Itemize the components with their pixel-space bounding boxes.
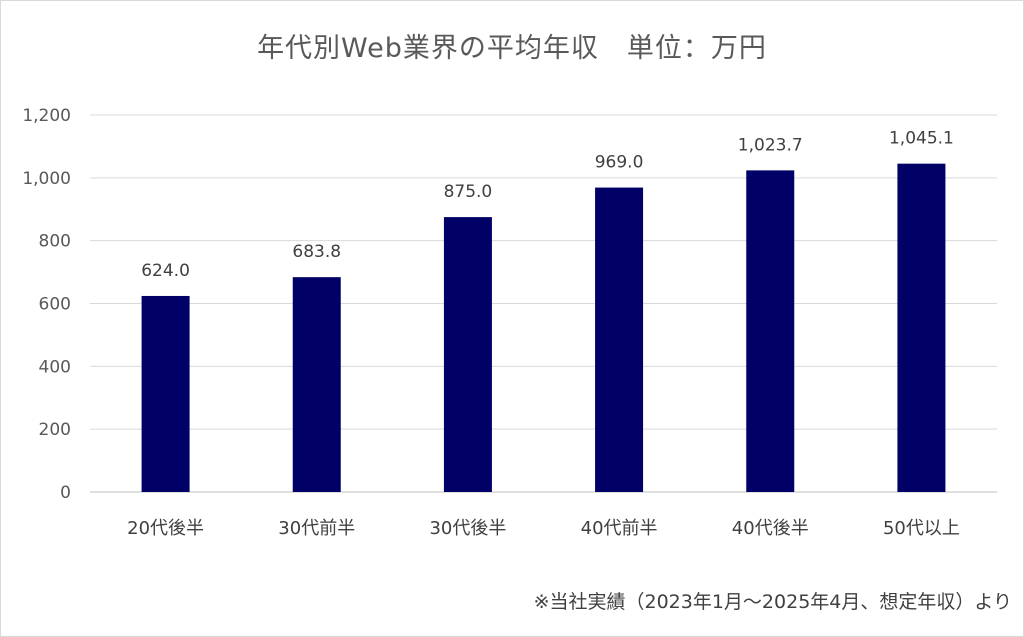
x-tick-label: 30代前半: [278, 518, 355, 539]
bar: [292, 277, 341, 492]
bar: [897, 163, 946, 492]
data-label: 1,023.7: [738, 135, 803, 155]
y-tick-label: 600: [39, 295, 71, 315]
x-tick-label: 40代後半: [732, 518, 809, 539]
bar: [443, 217, 492, 492]
data-label: 1,045.1: [889, 129, 954, 149]
y-tick-label: 1,200: [22, 106, 71, 126]
bar: [595, 187, 644, 492]
chart-title: 年代別Web業界の平均年収 単位：万円: [257, 33, 767, 64]
y-tick-label: 800: [39, 232, 71, 252]
y-tick-label: 1,000: [22, 169, 71, 189]
data-label: 683.8: [292, 242, 341, 262]
data-label: 969.0: [595, 153, 644, 173]
y-tick-label: 0: [60, 483, 71, 503]
bar: [141, 295, 190, 492]
data-label: 875.0: [444, 182, 493, 202]
source-note: ※当社実績（2023年1月～2025年4月、想定年収）より: [533, 591, 1012, 613]
data-label: 624.0: [141, 261, 190, 281]
bar: [746, 170, 795, 493]
x-tick-label: 30代後半: [429, 518, 506, 539]
x-tick-label: 20代後半: [127, 518, 204, 539]
x-tick-label: 40代前半: [581, 518, 658, 539]
x-tick-label: 50代以上: [883, 518, 960, 539]
y-tick-label: 400: [39, 357, 71, 377]
y-tick-label: 200: [39, 420, 71, 440]
